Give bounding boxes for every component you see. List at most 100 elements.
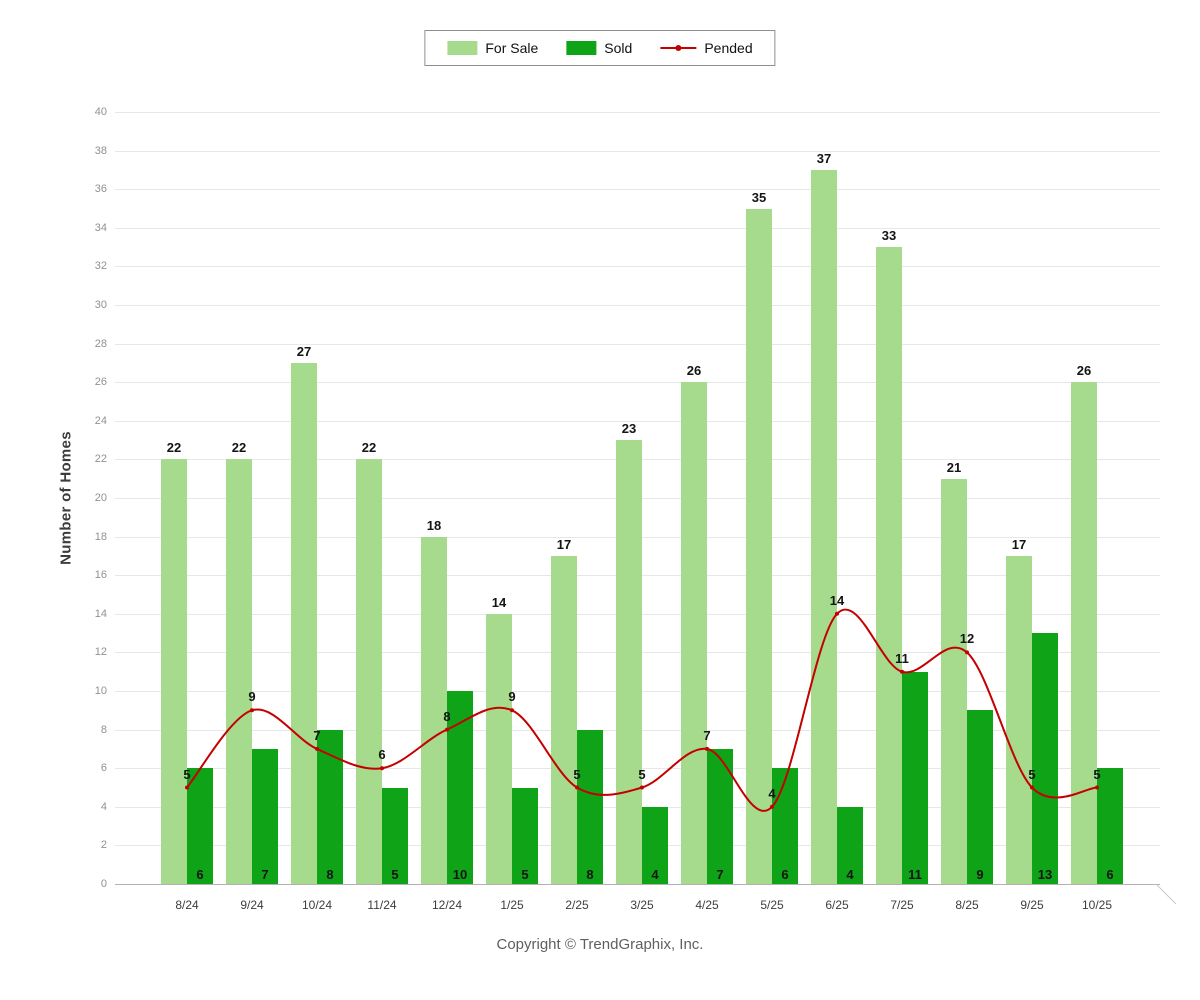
sold-value-label: 8 [326, 867, 334, 882]
pended-value-label: 11 [895, 650, 909, 666]
sold-bar [1032, 633, 1058, 884]
copyright-text: Copyright © TrendGraphix, Inc. [496, 936, 704, 953]
sold-value-label: 6 [1106, 867, 1114, 882]
pended-point [705, 746, 709, 751]
pended-value-label: 7 [313, 727, 321, 743]
for-sale-value-label: 37 [816, 150, 832, 166]
for-sale-bar [616, 440, 642, 884]
for-sale-value-label: 22 [361, 440, 377, 456]
pended-point [835, 611, 839, 616]
x-axis-label: 8/25 [955, 898, 979, 912]
y-tick-label: 40 [94, 106, 107, 118]
y-tick-label: 24 [94, 414, 107, 427]
sold-bar [902, 671, 928, 884]
pended-value-label: 5 [638, 766, 646, 782]
legend-label: For Sale [485, 40, 539, 56]
for-sale-bar [551, 555, 577, 884]
gridline [115, 343, 1160, 345]
y-tick-label: 32 [94, 260, 107, 273]
for-sale-bar [161, 459, 187, 884]
pended-point [1030, 785, 1034, 790]
pended-value-label: 14 [829, 592, 845, 608]
pended-point [900, 669, 904, 674]
for-sale-value-label: 14 [491, 594, 507, 610]
for-sale-bar [486, 613, 512, 884]
sold-value-label: 11 [908, 867, 922, 882]
pended-line-layer [185, 608, 1177, 905]
for-sale-value-label: 17 [1011, 536, 1027, 552]
x-axis-label: 5/25 [760, 898, 784, 912]
x-axis-label: 10/24 [301, 898, 333, 912]
for-sale-value-label: 33 [881, 228, 897, 244]
y-tick-label: 28 [94, 337, 107, 350]
gridline [115, 420, 1160, 422]
pended-point [315, 746, 319, 751]
y-tick-label: 0 [100, 878, 107, 890]
gridline [115, 266, 1160, 268]
for-sale-bar [941, 478, 967, 884]
legend: For Sale Sold Pended [424, 30, 776, 66]
x-axis-label: 6/25 [825, 898, 849, 912]
sold-bar [512, 787, 538, 884]
legend-swatch-icon [447, 41, 478, 55]
x-axis-label: 9/25 [1020, 898, 1044, 912]
pended-value-label: 12 [959, 631, 975, 647]
pended-value-label: 9 [248, 689, 256, 705]
for-sale-value-label: 22 [231, 440, 247, 456]
axis-end-decoration [1155, 883, 1177, 905]
for-sale-bar [421, 536, 447, 884]
pended-point [770, 804, 774, 809]
x-axis-label: 4/25 [695, 898, 719, 912]
pended-value-label: 5 [1028, 766, 1036, 782]
sold-value-label: 4 [651, 867, 659, 882]
sold-bar [1097, 768, 1123, 884]
for-sale-value-label: 21 [946, 459, 962, 475]
legend-label: Pended [704, 40, 753, 56]
y-tick-label: 26 [94, 376, 107, 389]
for-sale-value-label: 27 [296, 343, 312, 359]
pended-point [1095, 785, 1099, 790]
sold-bar [967, 710, 993, 884]
legend-swatch-icon [566, 41, 597, 55]
for-sale-value-label: 35 [751, 189, 767, 205]
x-axis-label: 12/24 [431, 898, 463, 912]
sold-value-label: 6 [781, 867, 789, 882]
x-axis-label: 8/24 [175, 898, 199, 912]
for-sale-bar [746, 208, 772, 884]
pended-point [250, 708, 254, 713]
y-tick-label: 20 [94, 492, 107, 504]
gridline [115, 305, 1160, 306]
y-tick-label: 12 [94, 646, 107, 659]
pended-value-label: 5 [1093, 766, 1101, 782]
sold-bar [837, 806, 863, 884]
legend-item-pended: Pended [660, 40, 753, 56]
sold-value-label: 6 [196, 867, 204, 882]
sold-bar [642, 806, 668, 884]
y-tick-label: 4 [100, 800, 107, 813]
x-axis-label: 7/25 [890, 898, 914, 912]
for-sale-bar [291, 362, 317, 884]
sold-bar [772, 768, 798, 884]
legend-item-sold: Sold [566, 40, 632, 56]
x-axis-label: 3/25 [630, 898, 654, 912]
pended-point [575, 785, 579, 790]
sold-value-label: 10 [452, 867, 468, 882]
pended-point [640, 785, 644, 790]
pended-value-label: 5 [573, 766, 581, 782]
y-tick-label: 22 [94, 453, 107, 466]
gridline [115, 189, 1160, 191]
y-tick-label: 34 [94, 221, 107, 234]
x-axis-label: 9/24 [240, 898, 264, 912]
sold-bar [187, 768, 213, 884]
for-sale-value-label: 22 [166, 440, 182, 456]
x-axis-label: 1/25 [500, 898, 524, 912]
for-sale-bar [356, 459, 382, 884]
for-sale-bar [226, 459, 252, 884]
sold-value-label: 5 [391, 867, 399, 882]
for-sale-bar [1071, 382, 1097, 884]
x-axis-label: 11/24 [367, 898, 397, 912]
for-sale-bar [681, 382, 707, 884]
y-tick-label: 16 [94, 569, 107, 582]
y-tick-label: 14 [94, 607, 107, 620]
